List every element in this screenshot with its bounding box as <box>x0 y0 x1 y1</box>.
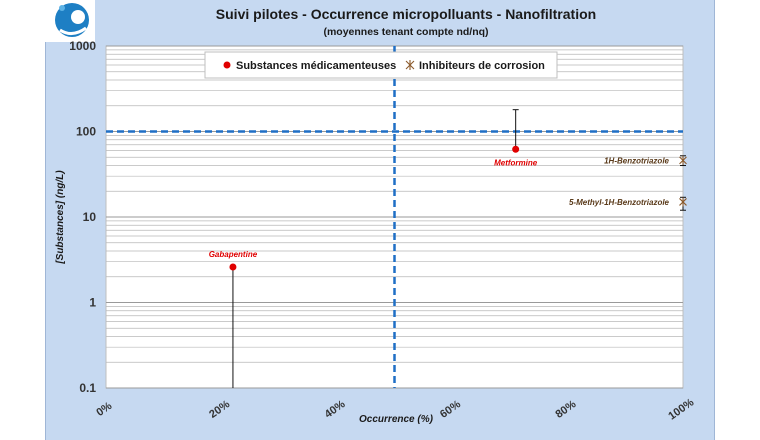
legend-box <box>204 51 558 79</box>
legend-marker-circle-icon <box>223 61 231 69</box>
y-tick-label: 10 <box>83 210 97 224</box>
legend-entry-series-1: Substances médicamenteuses <box>236 60 396 72</box>
data-label-metformine: Metformine <box>494 158 538 167</box>
legend: Substances médicamenteuses Inhibiteurs d… <box>204 51 558 79</box>
chart-subtitle: (moyennes tenant compte nd/nq) <box>323 26 488 38</box>
y-axis-label: [Substances] (ng/L) <box>55 170 66 265</box>
data-label-gabapentine: Gabapentine <box>209 250 258 259</box>
y-tick-label: 1 <box>89 296 96 310</box>
logo-icon <box>55 3 89 37</box>
data-marks: Gabapentine Metformine 1H-Benzotriazole 5-M… <box>209 145 687 271</box>
data-point-1h-benzotriazole <box>679 155 687 165</box>
logo <box>0 0 95 42</box>
x-axis-label: Occurrence (%) <box>359 414 434 425</box>
x-tick-label: 20% <box>207 398 232 421</box>
x-tick-label: 40% <box>323 398 348 421</box>
y-tick-label: 0.1 <box>79 381 96 395</box>
x-tick-label: 100% <box>666 396 696 422</box>
x-tick-label: 0% <box>94 400 114 419</box>
y-tick-label: 1000 <box>69 39 96 53</box>
data-point-gabapentine <box>229 263 237 271</box>
legend-entry-series-2: Inhibiteurs de corrosion <box>419 60 545 72</box>
x-tick-label: 60% <box>438 398 463 421</box>
reference-lines <box>106 46 683 388</box>
x-tick-label: 80% <box>553 398 578 421</box>
data-point-metformine <box>512 145 520 153</box>
chart-title: Suivi pilotes - Occurrence micropolluant… <box>216 6 596 22</box>
data-label-5-methyl-1h-benzotriazole: 5-Methyl-1H-Benzotriazole <box>569 198 670 207</box>
legend-marker-star-icon <box>405 60 415 70</box>
data-point-5-methyl-1h-benzotriazole <box>679 197 687 207</box>
data-label-1h-benzotriazole: 1H-Benzotriazole <box>604 156 669 165</box>
y-tick-label: 100 <box>76 125 96 139</box>
